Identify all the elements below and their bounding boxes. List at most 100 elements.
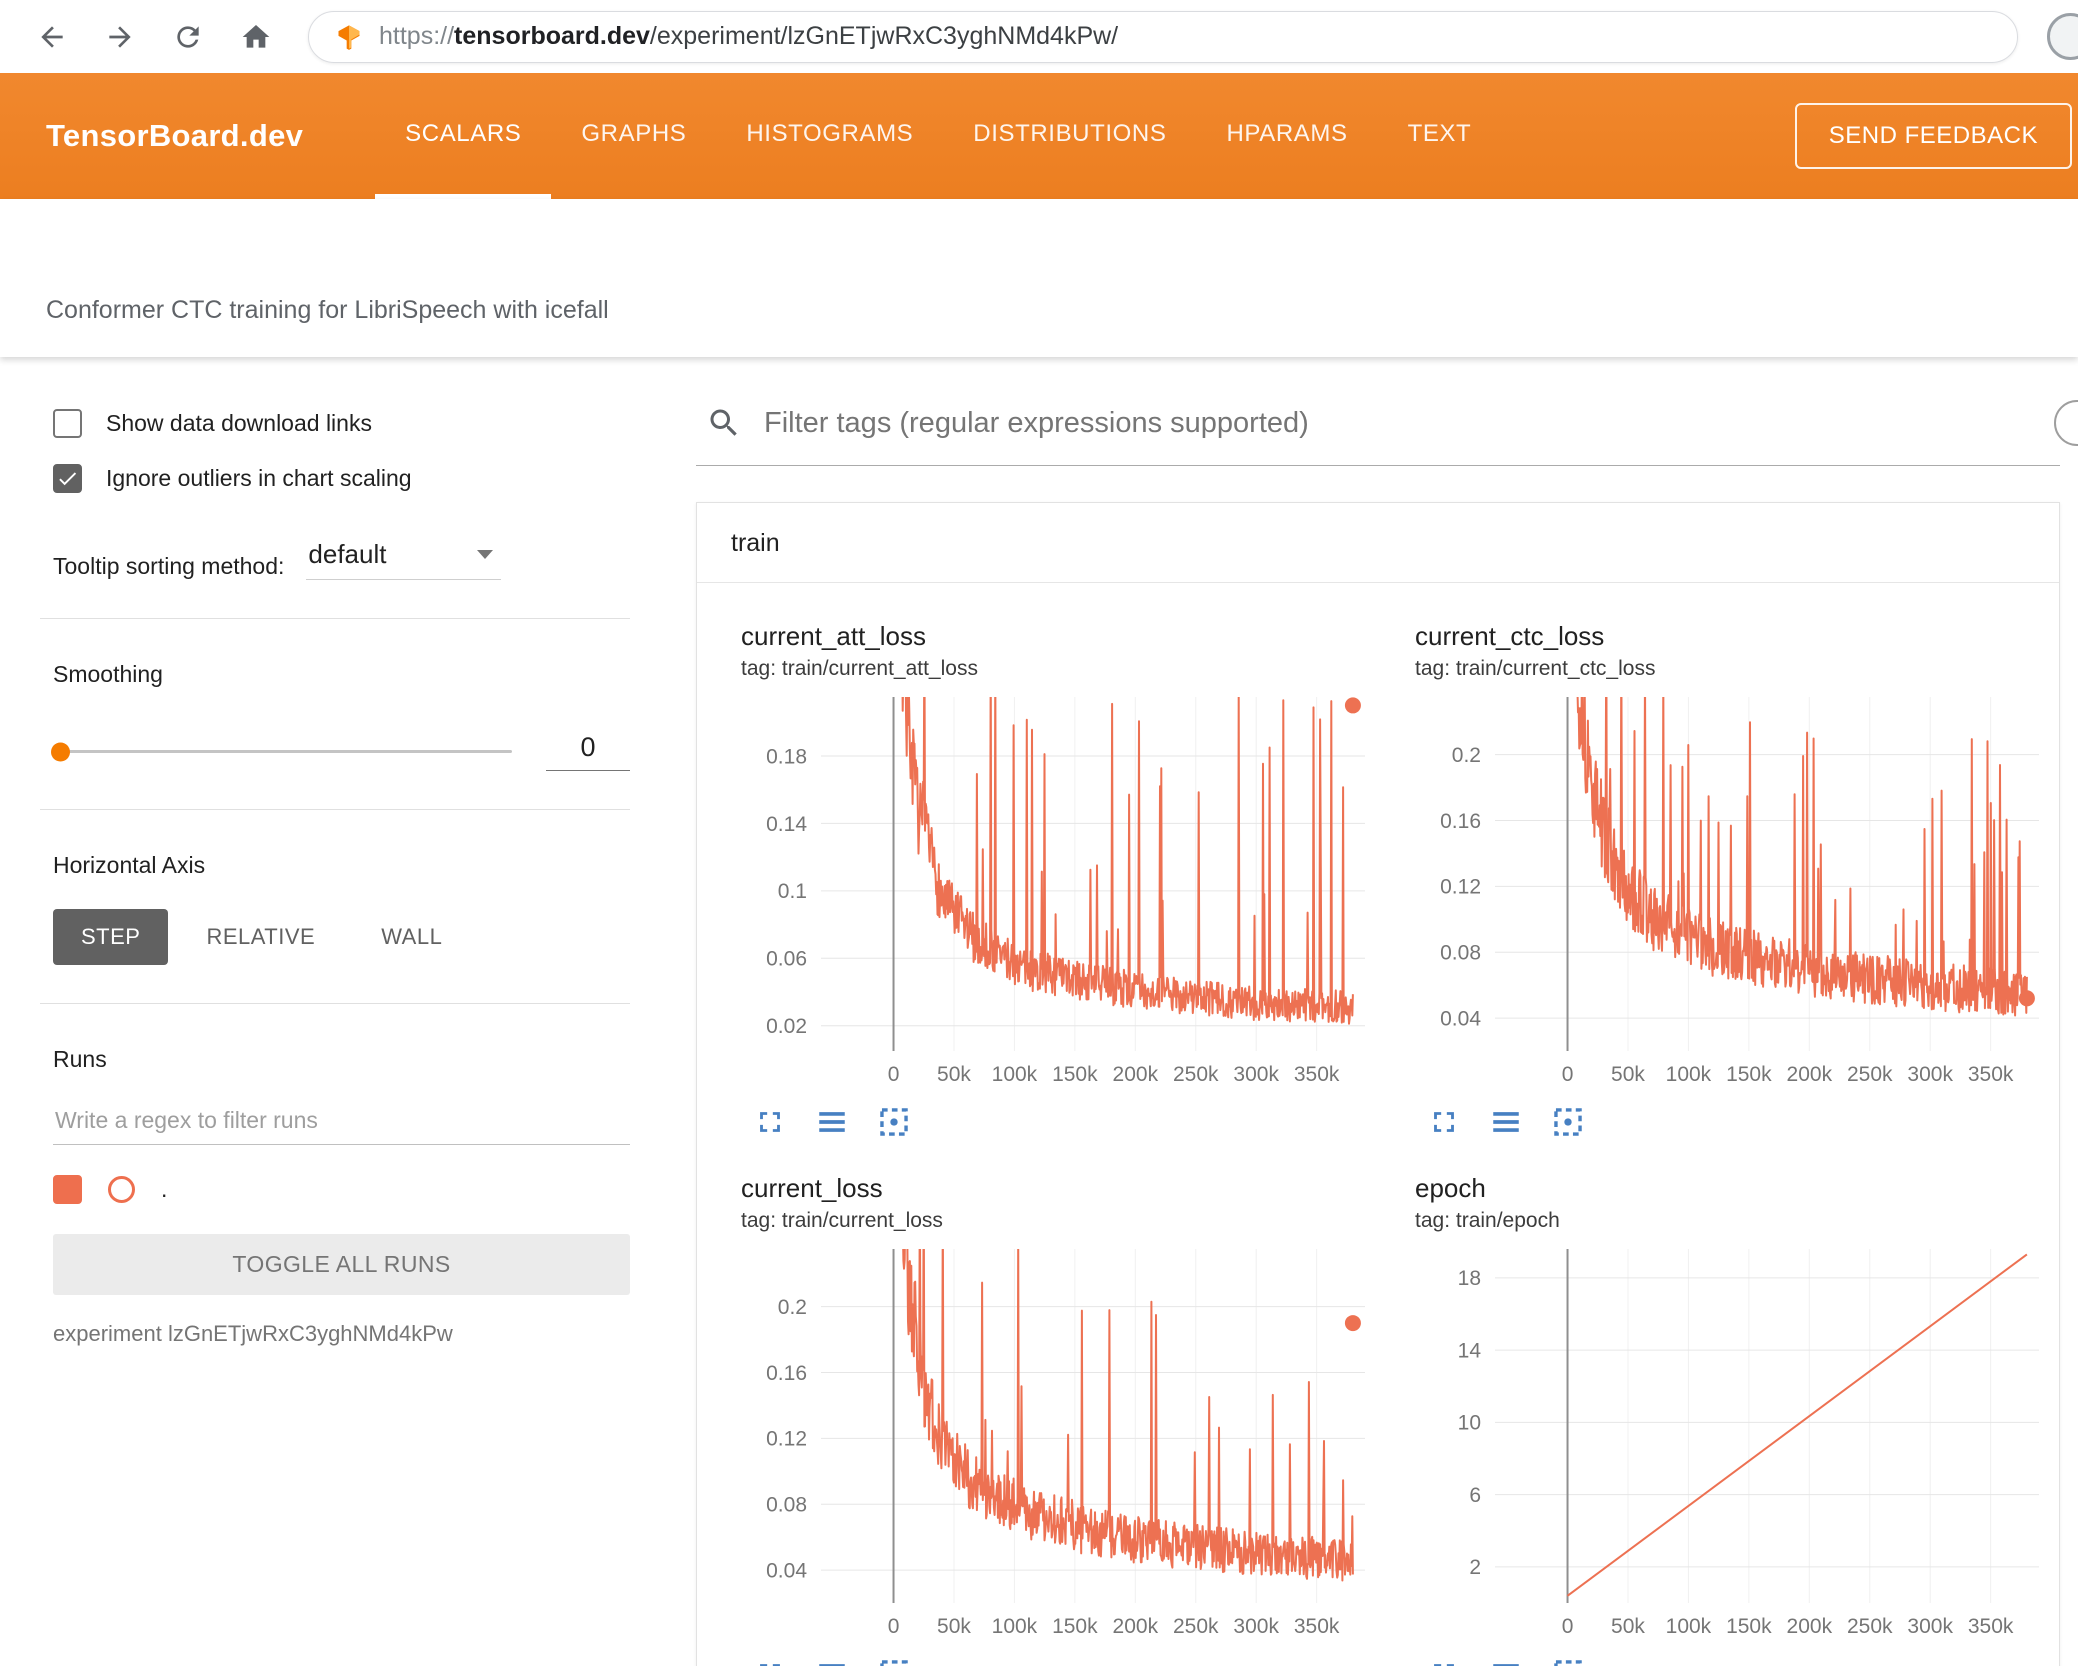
home-icon[interactable] [240, 21, 272, 53]
content: Show data download links Ignore outliers… [0, 357, 2078, 1666]
toggle-y-axis-icon[interactable] [1489, 1105, 1523, 1139]
fit-domain-icon[interactable] [877, 1105, 911, 1139]
tab-histograms[interactable]: HISTOGRAMS [746, 119, 914, 147]
svg-text:0.08: 0.08 [1440, 942, 1481, 965]
toggle-all-runs-button[interactable]: TOGGLE ALL RUNS [53, 1234, 630, 1295]
svg-text:300k: 300k [1907, 1615, 1953, 1638]
toggle-y-axis-icon[interactable] [1489, 1657, 1523, 1666]
train-section-card: train current_att_loss tag: train/curren… [696, 502, 2060, 1666]
fit-domain-icon[interactable] [1551, 1657, 1585, 1666]
show-download-row: Show data download links [53, 409, 630, 438]
tab-graphs[interactable]: GRAPHS [581, 119, 687, 147]
run-color-swatch[interactable] [108, 1176, 135, 1203]
chart-tag: tag: train/current_loss [741, 1209, 943, 1232]
chart-card-epoch: epoch tag: train/epoch 0 50k 100k 150k 200k 2… [1415, 1173, 2075, 1666]
reload-icon[interactable] [172, 21, 204, 53]
svg-text:50k: 50k [1611, 1615, 1645, 1638]
svg-text:0.1: 0.1 [778, 880, 807, 903]
url-text: https://tensorboard.dev/experiment/lzGnE… [379, 22, 1118, 51]
toggle-y-axis-icon[interactable] [815, 1105, 849, 1139]
divider [40, 618, 630, 619]
chart-plot[interactable]: 0 50k 100k 150k 200k 250k 300k 350k 0.04 0.08 0.12… [741, 1241, 1381, 1641]
chart-actions [1427, 1657, 2075, 1666]
fit-domain-icon[interactable] [1551, 1105, 1585, 1139]
ignore-outliers-checkbox[interactable] [53, 464, 82, 493]
svg-text:0.02: 0.02 [766, 1015, 807, 1038]
runs-filter-input[interactable] [53, 1099, 630, 1145]
svg-text:150k: 150k [1052, 1615, 1098, 1638]
svg-text:250k: 250k [1847, 1615, 1893, 1638]
run-checkbox[interactable] [53, 1175, 82, 1204]
run-label: . [161, 1176, 168, 1202]
svg-text:100k: 100k [992, 1063, 1038, 1086]
divider [40, 809, 630, 810]
svg-text:100k: 100k [1666, 1615, 1712, 1638]
send-feedback-button[interactable]: SEND FEEDBACK [1794, 103, 2072, 169]
main-nav: SCALARS GRAPHS HISTOGRAMS DISTRIBUTIONS … [375, 73, 1501, 199]
tab-distributions[interactable]: DISTRIBUTIONS [973, 119, 1167, 147]
svg-text:0: 0 [888, 1615, 900, 1638]
smoothing-value[interactable]: 0 [546, 732, 630, 771]
ignore-outliers-label: Ignore outliers in chart scaling [106, 465, 412, 491]
browser-avatar[interactable] [2047, 13, 2078, 60]
svg-text:100k: 100k [1666, 1063, 1712, 1086]
chart-tag: tag: train/epoch [1415, 1209, 1560, 1232]
svg-text:0.16: 0.16 [766, 1362, 807, 1385]
svg-text:0.12: 0.12 [1440, 876, 1481, 899]
expand-chart-icon[interactable] [753, 1657, 787, 1666]
forward-icon[interactable] [104, 21, 136, 53]
show-download-checkbox[interactable] [53, 409, 82, 438]
tooltip-sorting-dropdown[interactable]: default [306, 539, 502, 580]
tooltip-sorting-label: Tooltip sorting method: [53, 553, 285, 579]
fit-domain-icon[interactable] [877, 1657, 911, 1666]
expand-chart-icon[interactable] [1427, 1657, 1461, 1666]
horizontal-axis-buttons: STEP RELATIVE WALL [53, 909, 630, 965]
tab-hparams[interactable]: HPARAMS [1226, 119, 1348, 147]
svg-text:200k: 200k [1113, 1063, 1159, 1086]
svg-text:10: 10 [1458, 1412, 1481, 1435]
svg-text:200k: 200k [1113, 1615, 1159, 1638]
svg-text:0: 0 [888, 1063, 900, 1086]
runs-label: Runs [53, 1046, 107, 1072]
expand-chart-icon[interactable] [1427, 1105, 1461, 1139]
app-header: TensorBoard.dev SCALARS GRAPHS HISTOGRAM… [0, 73, 2078, 199]
tab-scalars[interactable]: SCALARS [375, 73, 552, 199]
svg-text:6: 6 [1469, 1484, 1481, 1507]
svg-text:150k: 150k [1726, 1063, 1772, 1086]
svg-text:250k: 250k [1173, 1063, 1219, 1086]
chart-actions [753, 1657, 1401, 1666]
axis-wall-button[interactable]: WALL [353, 909, 470, 965]
axis-step-button[interactable]: STEP [53, 909, 169, 965]
chart-title: current_att_loss [741, 621, 926, 651]
tensorboard-favicon [335, 23, 363, 51]
svg-text:150k: 150k [1052, 1063, 1098, 1086]
smoothing-label: Smoothing [53, 661, 163, 687]
svg-text:100k: 100k [992, 1615, 1038, 1638]
chart-plot[interactable]: 0 50k 100k 150k 200k 250k 300k 350k 0.02 0.06 0.1 0… [741, 689, 1381, 1089]
chart-card-current_ctc_loss: current_ctc_loss tag: train/current_ctc_… [1415, 621, 2075, 1139]
train-section-header[interactable]: train [697, 503, 2059, 583]
svg-text:0.2: 0.2 [778, 1296, 807, 1319]
svg-text:200k: 200k [1787, 1063, 1833, 1086]
experiment-title: Conformer CTC training for LibriSpeech w… [46, 296, 609, 324]
filter-tags-input[interactable] [764, 406, 2054, 440]
chart-actions [753, 1105, 1401, 1139]
tab-text[interactable]: TEXT [1407, 119, 1472, 147]
svg-text:350k: 350k [1294, 1615, 1340, 1638]
chart-plot[interactable]: 0 50k 100k 150k 200k 250k 300k 350k 2 6 10 14 18 [1415, 1241, 2055, 1641]
back-icon[interactable] [36, 21, 68, 53]
chart-card-current_att_loss: current_att_loss tag: train/current_att_… [741, 621, 1401, 1139]
axis-relative-button[interactable]: RELATIVE [178, 909, 343, 965]
address-bar[interactable]: https://tensorboard.dev/experiment/lzGnE… [308, 10, 2018, 63]
browser-toolbar: https://tensorboard.dev/experiment/lzGnE… [0, 0, 2078, 73]
chart-title: current_ctc_loss [1415, 621, 1605, 651]
chart-plot[interactable]: 0 50k 100k 150k 200k 250k 300k 350k 0.04 0.08 0.12… [1415, 689, 2055, 1089]
smoothing-slider-thumb[interactable] [51, 742, 70, 761]
toggle-y-axis-icon[interactable] [815, 1657, 849, 1666]
smoothing-slider[interactable] [51, 742, 512, 761]
svg-text:150k: 150k [1726, 1615, 1772, 1638]
expand-chart-icon[interactable] [753, 1105, 787, 1139]
svg-text:50k: 50k [937, 1615, 971, 1638]
chevron-down-icon [477, 550, 494, 559]
chart-actions [1427, 1105, 2075, 1139]
